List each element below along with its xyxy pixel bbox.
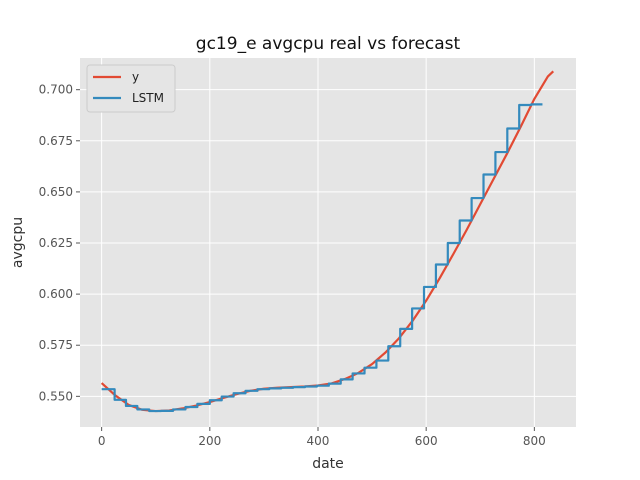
series-layer — [100, 70, 555, 413]
y-tick-label: 0.650 — [39, 185, 73, 199]
legend-label-y: y — [132, 70, 139, 84]
ticks: 0 200 400 600 800 0.550 0.575 0.600 0.625 0.650 0.… — [39, 83, 546, 448]
y-tick-label: 0.700 — [39, 83, 73, 97]
x-axis-label: date — [312, 456, 344, 472]
x-tick-label: 600 — [415, 434, 438, 448]
plot-background — [80, 58, 576, 427]
y-tick-label: 0.550 — [39, 389, 73, 403]
legend: y LSTM — [86, 64, 176, 113]
y-tick-label: 0.600 — [39, 287, 73, 301]
y-tick-label: 0.675 — [39, 134, 73, 148]
x-tick-label: 400 — [307, 434, 330, 448]
x-tick-label: 0 — [98, 434, 106, 448]
chart-title: gc19_e avgcpu real vs forecast — [196, 34, 461, 54]
x-tick-label: 800 — [523, 434, 546, 448]
series-line-lstm — [101, 103, 543, 413]
y-tick-label: 0.575 — [39, 338, 73, 352]
y-tick-label: 0.625 — [39, 236, 73, 250]
y-axis-label: avgcpu — [10, 217, 26, 268]
x-tick-label: 200 — [198, 434, 221, 448]
legend-label-lstm: LSTM — [132, 91, 164, 105]
